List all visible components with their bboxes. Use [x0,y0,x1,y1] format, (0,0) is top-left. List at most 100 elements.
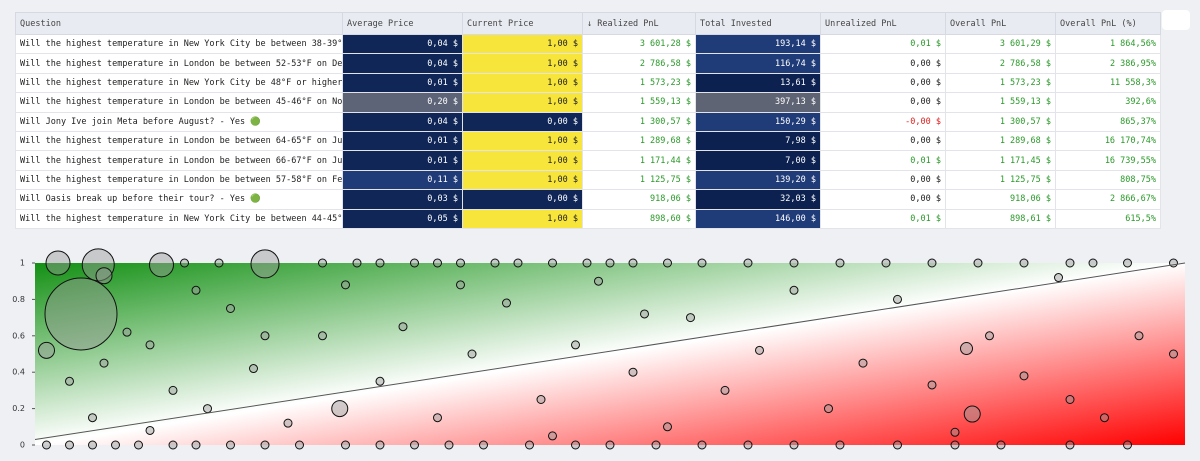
value-cell: 0,01 $ [820,150,946,171]
value-cell: 16 739,55% [1055,150,1161,171]
point [835,440,845,450]
point [697,258,707,268]
table-row: Will the highest temperature in New York… [15,208,1161,229]
point [881,258,891,268]
chart: 0 0.2 0.4 0.6 0.8 1 [12,248,1186,450]
value-cell: 0,04 $ [342,53,463,74]
point [1123,440,1132,450]
point [352,258,362,268]
point [1019,258,1029,268]
point [111,440,120,450]
value-cell: 0,01 $ [342,150,463,171]
value-cell: 150,29 $ [695,111,821,132]
button[interactable] [1162,10,1190,30]
point [145,340,155,350]
point [398,322,408,332]
point [375,376,385,386]
y-tick-label: 1 [20,259,25,268]
column-header: Overall PnL [945,12,1056,35]
point [65,440,74,450]
y-tick-label: 0.6 [12,331,25,340]
point [410,258,419,268]
value-cell: 898,60 $ [582,208,696,229]
point [743,258,753,268]
point [1134,331,1144,341]
point [283,418,293,428]
value-cell: 2 866,67% [1055,189,1161,210]
point [743,440,753,450]
value-cell: 1 559,13 $ [582,92,696,113]
point [260,331,270,341]
question-cell: Will the highest temperature in New York… [15,72,343,94]
value-cell: 11 558,3% [1055,72,1161,94]
value-cell: 1 573,23 $ [582,72,696,94]
value-cell: 1,00 $ [462,72,583,94]
point [65,376,74,386]
point [479,440,488,450]
value-cell: 1,00 $ [462,208,583,229]
point [1088,258,1098,268]
point [410,440,419,450]
value-cell: 392,6% [1055,92,1161,113]
value-cell: 0,20 $ [342,92,463,113]
value-cell: 0,04 $ [342,111,463,132]
value-cell: 0,00 $ [820,169,946,191]
value-cell: -0,00 $ [820,111,946,132]
value-cell: 3 601,28 $ [582,33,696,55]
point [927,380,937,390]
value-cell: 0,01 $ [820,33,946,55]
value-cell: 146,00 $ [695,208,821,229]
y-tick-label: 0.8 [12,295,25,304]
value-cell: 1 289,68 $ [945,130,1056,152]
point [1169,349,1178,359]
value-cell: 7,98 $ [695,130,821,152]
value-cell: 0,11 $ [342,169,463,191]
value-cell: 0,00 $ [820,130,946,152]
point [835,258,845,268]
value-cell: 1 864,56% [1055,33,1161,55]
point [1065,395,1075,404]
point [456,280,465,290]
point [149,252,174,278]
value-cell: 1 559,13 $ [945,92,1056,113]
point [44,277,118,351]
point [260,440,270,450]
point [927,258,937,268]
point [168,440,178,450]
point [525,440,534,450]
point [1019,371,1029,381]
value-cell: 865,37% [1055,111,1161,132]
point [318,331,327,341]
point [985,331,994,341]
value-cell: 0,04 $ [342,33,463,55]
value-cell: 0,05 $ [342,208,463,229]
value-cell: 7,00 $ [695,150,821,171]
point [513,258,523,268]
point [433,258,442,268]
value-cell: 1 573,23 $ [945,72,1056,94]
value-cell: 1,00 $ [462,33,583,55]
point [99,358,109,368]
point [433,413,442,423]
value-cell: 0,00 $ [820,189,946,210]
point [789,258,799,268]
question-cell: Will the highest temperature in London b… [15,150,343,171]
column-header: ↓ Realized PnL [582,12,696,35]
value-cell: 808,75% [1055,169,1161,191]
table-row: Will Jony Ive join Meta before August? -… [15,111,1161,132]
value-cell: 0,01 $ [342,72,463,94]
value-cell: 16 170,74% [1055,130,1161,152]
point [973,258,983,268]
value-cell: 13,61 $ [695,72,821,94]
point [95,267,113,285]
value-cell: 1 289,68 $ [582,130,696,152]
point [1065,258,1075,268]
point [950,427,960,437]
value-cell: 918,06 $ [945,189,1056,210]
question-cell: Will the highest temperature in London b… [15,92,343,113]
question-cell: Will the highest temperature in London b… [15,169,343,191]
value-cell: 1 171,45 $ [945,150,1056,171]
table-row: Will the highest temperature in London b… [15,150,1161,171]
point [42,440,51,450]
point [789,440,799,450]
